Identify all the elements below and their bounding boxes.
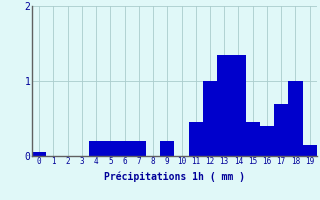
Bar	[117, 141, 132, 156]
Bar	[274, 104, 288, 156]
X-axis label: Précipitations 1h ( mm ): Précipitations 1h ( mm )	[104, 172, 245, 182]
Bar	[160, 141, 174, 156]
Bar	[189, 122, 203, 156]
Bar	[217, 55, 231, 156]
Bar	[32, 152, 46, 156]
Bar	[103, 141, 117, 156]
Bar	[246, 122, 260, 156]
Bar	[203, 81, 217, 156]
Bar	[231, 55, 246, 156]
Bar	[89, 141, 103, 156]
Bar	[288, 81, 303, 156]
Bar	[260, 126, 274, 156]
Bar	[132, 141, 146, 156]
Bar	[303, 145, 317, 156]
